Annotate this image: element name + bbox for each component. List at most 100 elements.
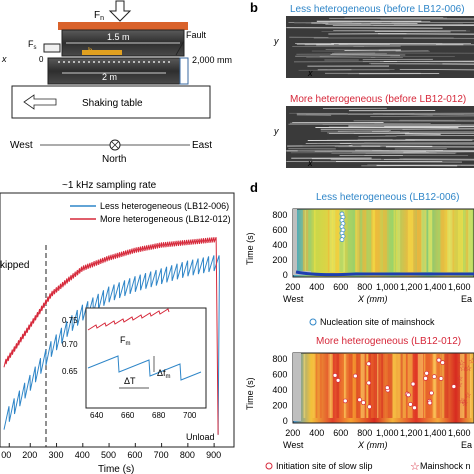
slow-slip-marker <box>366 361 372 367</box>
plot-frame <box>0 192 235 448</box>
heatmap-stripe <box>327 354 332 418</box>
x-tick-label: 400 <box>309 428 324 438</box>
heatmap-bottom-east: Ea <box>461 440 472 450</box>
panel-label-b: b <box>250 0 258 15</box>
slow-slip-marker <box>335 378 341 383</box>
inset: 0.75 0.70 0.65 Fm ΔT Δfm 640 660 680 700 <box>62 307 207 420</box>
x-tick-label: 1,400 <box>424 282 447 292</box>
legend-label-more: More heterogeneous (LB12-012) <box>100 214 231 224</box>
top-x-label: x <box>307 68 313 78</box>
sampling-note: ~1 kHz sampling rate <box>62 180 157 191</box>
slow-slip-marker <box>440 360 445 365</box>
mainshock-marker: ☆ <box>465 364 472 373</box>
heatmap-stripe <box>314 210 316 272</box>
heatmap-bottom-xticks: 200 400 600 800 1,000 1,200 1,400 1,600 <box>285 428 470 438</box>
images-panel: b Less heterogeneous (before LB12-006) y… <box>250 0 474 168</box>
heatmap-stripe <box>421 210 427 272</box>
heatmap-stripe <box>315 354 318 418</box>
slow-slip-marker <box>342 398 348 404</box>
inset-ytick-1: 0.70 <box>62 340 78 349</box>
heatmap-stripe <box>366 354 369 418</box>
heatmap-stripe <box>383 210 389 272</box>
heatmap-top-front <box>295 270 474 277</box>
x-tick-label: 1,600 <box>448 428 471 438</box>
heatmap-top-xticks: 200 400 600 800 1,000 1,200 1,400 1,600 <box>285 282 470 292</box>
heatmap-stripe <box>320 354 322 418</box>
slow-slip-marker <box>424 370 430 376</box>
heatmap-stripe <box>395 210 398 272</box>
top-image-title: Less heterogeneous (before LB12-006) <box>290 4 465 15</box>
west-label: West <box>10 140 33 151</box>
top-surface-streaks <box>286 17 474 75</box>
slow-slip-marker <box>406 392 411 398</box>
top-y-label: y <box>273 36 279 46</box>
slow-slip-marker <box>423 376 428 381</box>
heatmap-stripe <box>362 210 367 272</box>
x-tick-label: 1,000 <box>376 428 399 438</box>
slow-slip-marker <box>357 397 363 403</box>
nucleation-marker <box>339 237 345 242</box>
slow-slip-marker <box>451 384 457 389</box>
x-tick-label: 200 <box>285 282 300 292</box>
heatmap-stripe <box>397 210 401 272</box>
heatmap-stripe <box>336 354 340 418</box>
heatmap-bottom-west: West <box>283 440 304 450</box>
apparatus-x-label: x <box>1 54 7 64</box>
bottom-image-title: More heterogeneous (before LB12-012) <box>290 94 466 105</box>
heatmap-stripe <box>327 354 330 418</box>
heatmap-stripe <box>469 354 472 418</box>
heatmap-stripe <box>464 210 467 272</box>
x-tick-label: 1,200 <box>400 282 423 292</box>
x-tick-label: 800 <box>357 428 372 438</box>
heatmap-stripe <box>440 210 445 272</box>
x-tick-label: 800 <box>357 282 372 292</box>
heatmap-stripe <box>360 354 365 418</box>
heatmap-panel: d Less heterogeneous (LB12-006) Time (s)… <box>245 180 474 473</box>
slip-arrow <box>82 50 122 55</box>
inset-ytick-2: 0.65 <box>62 367 78 376</box>
mainshock-marker: ☆ <box>456 380 463 389</box>
skipped-label: kipped <box>0 260 29 271</box>
bottom-length-label: 2 m <box>102 72 117 82</box>
top-load-plate <box>58 22 188 30</box>
heatmap-stripe <box>376 354 379 418</box>
apparatus-panel: Fn 1.5 m b Fault Fs 0 x 2 m 2,000 mm Sha… <box>1 0 232 165</box>
heatmap-stripe <box>327 210 330 272</box>
series-line-more <box>3 237 219 435</box>
heatmap-bottom-ylabel: Time (s) <box>245 377 255 410</box>
mainshock-marker: ☆ <box>460 397 467 406</box>
heatmap-stripe <box>407 210 414 272</box>
slow-slip-marker <box>431 374 437 379</box>
origin-label: 0 <box>39 55 44 64</box>
slow-slip-marker <box>412 405 417 411</box>
slow-slip-marker <box>408 402 413 407</box>
top-length-label: 1.5 m <box>107 32 130 42</box>
y-tick-label: 800 <box>272 354 287 364</box>
mainshock-legend-icon: ☆ <box>410 461 420 473</box>
inset-frame <box>85 307 207 409</box>
heatmap-stripe <box>407 354 413 418</box>
normal-force-label: Fn <box>94 10 104 22</box>
x-tick-labels: 00 200 300 400 500 600 700 800 900 <box>1 443 221 460</box>
y-tick-label: 800 <box>272 210 287 220</box>
heatmap-stripe <box>357 354 361 418</box>
slip-arrow-label: b <box>88 46 93 55</box>
east-label: East <box>192 140 212 151</box>
heatmap-stripe <box>304 210 307 272</box>
heatmap-stripe <box>393 210 395 272</box>
x-tick-label: 1,000 <box>376 282 399 292</box>
x-tick-label: 600 <box>333 428 348 438</box>
heatmap-stripe <box>387 354 393 418</box>
mainshock-marker: ☆ <box>469 357 474 366</box>
y-tick-label: 200 <box>272 401 287 411</box>
mainshock-marker: ☆ <box>464 391 471 400</box>
slow-slip-marker <box>427 400 433 406</box>
heatmap-top-xlabel: X (mm) <box>357 294 388 304</box>
heatmap-bottom-xlabel: X (mm) <box>357 440 388 450</box>
heatmap-stripe <box>354 210 361 272</box>
heatmap-stripe <box>331 210 334 272</box>
inset-xtick-0: 640 <box>90 411 104 420</box>
slow-slip-marker <box>361 400 366 406</box>
bottom-x-label: x <box>307 158 313 168</box>
fault-pointer <box>175 40 185 56</box>
